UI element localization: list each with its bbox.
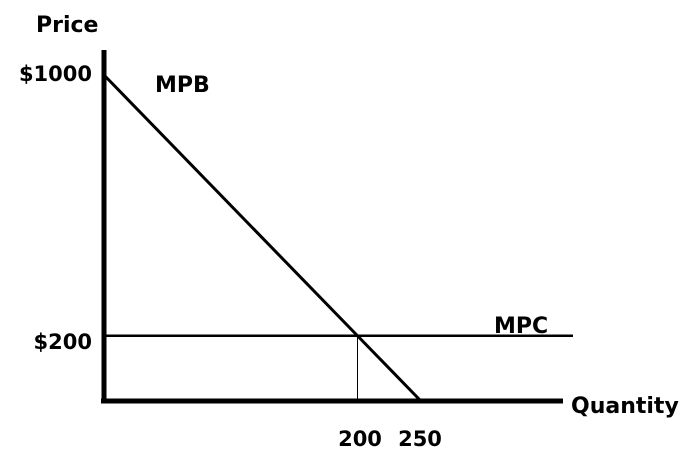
y-tick-label: $200	[34, 330, 92, 354]
y-tick-label: $1000	[19, 62, 92, 86]
x-axis-title: Quantity	[571, 394, 679, 419]
mpb-curve-label: MPB	[155, 73, 210, 98]
mpb-curve	[104, 75, 421, 401]
x-tick-label: 250	[398, 427, 442, 451]
x-tick-label: 200	[338, 427, 382, 451]
mpc-curve-label: MPC	[494, 314, 548, 339]
y-axis-title: Price	[36, 13, 98, 38]
